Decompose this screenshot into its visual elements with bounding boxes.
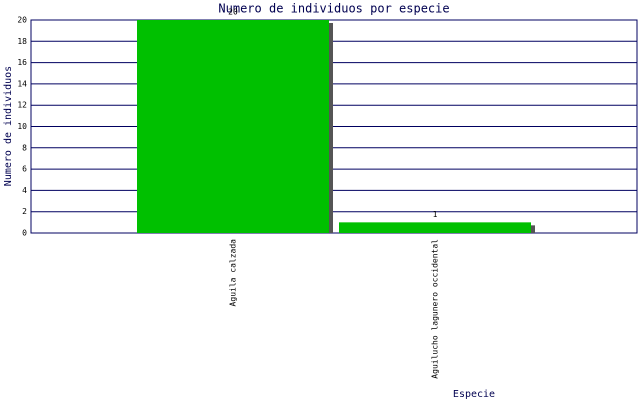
y-tick-label: 16 — [17, 58, 27, 67]
x-tick-label: Aguilucho lagunero occidental — [431, 239, 440, 379]
x-tick-label: Aguila calzada — [229, 239, 238, 307]
y-tick-label: 20 — [17, 16, 27, 25]
x-axis-label: Especie — [453, 389, 495, 400]
y-tick-label: 2 — [22, 207, 27, 216]
bar — [339, 222, 531, 233]
y-tick-label: 10 — [17, 122, 27, 131]
y-tick-label: 12 — [17, 101, 27, 110]
y-tick-label: 18 — [17, 37, 27, 46]
bar — [137, 20, 329, 233]
y-tick-label: 14 — [17, 79, 27, 88]
data-label: 20 — [228, 8, 238, 17]
y-tick-label: 6 — [22, 165, 27, 174]
chart-title: Numero de individuos por especie — [218, 2, 449, 16]
data-label: 1 — [433, 210, 438, 219]
y-tick-label: 8 — [22, 143, 27, 152]
y-tick-label: 0 — [22, 229, 27, 238]
y-tick-label: 4 — [22, 186, 27, 195]
y-axis-label: Numero de individuos — [3, 66, 14, 186]
